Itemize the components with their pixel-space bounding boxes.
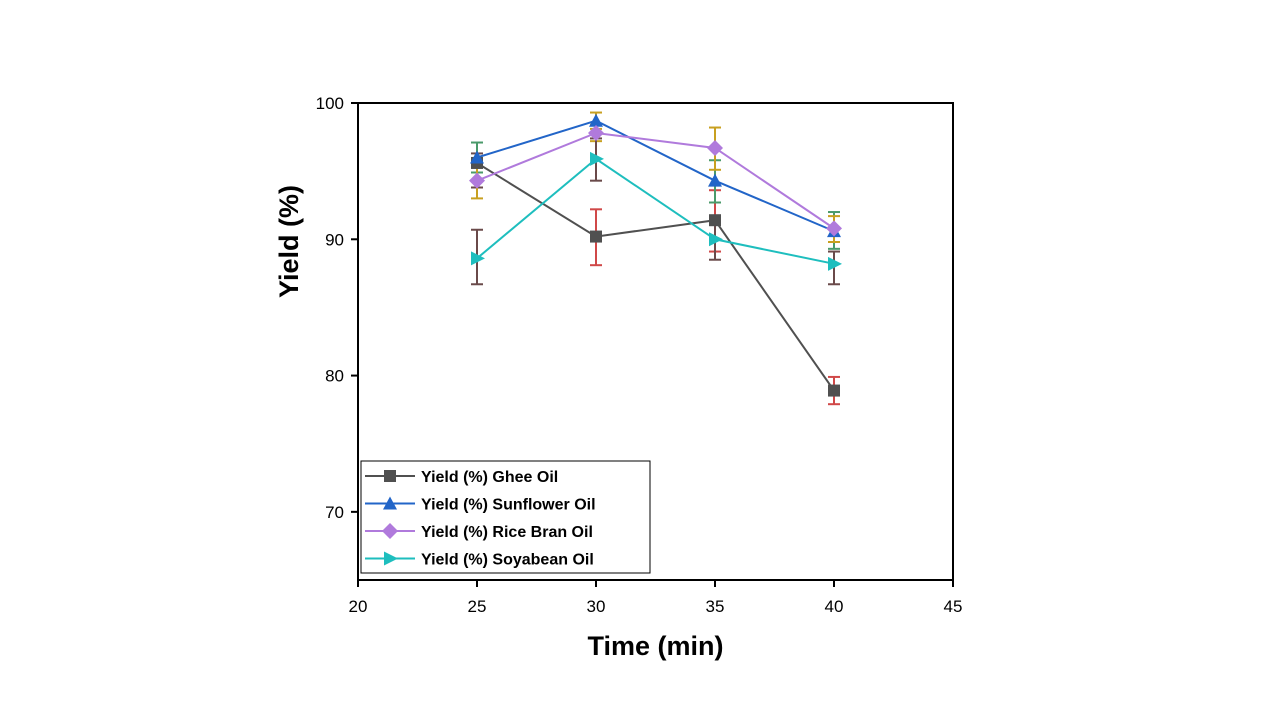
- data-point-yield-soyabean-oil: [590, 151, 604, 166]
- x-tick-label: 25: [468, 597, 487, 616]
- y-axis-title: Yield (%): [274, 185, 304, 298]
- data-point-yield-sunflower-oil: [470, 150, 484, 164]
- data-point-yield-rice-bran-oil: [707, 139, 723, 156]
- legend-label-yield-soyabean-oil: Yield (%) Soyabean Oil: [421, 552, 594, 569]
- x-axis-ticks: 20 25 30 35 40 45: [349, 580, 963, 616]
- data-point-yield-sunflower-oil: [589, 113, 603, 127]
- plot-frame: [357, 102, 954, 581]
- series-markers: [469, 113, 842, 397]
- legend-marker-yield-sunflower-oil: [383, 496, 397, 510]
- legend-marker-yield-rice-bran-oil: [382, 523, 398, 539]
- legend-marker-yield-soyabean-oil: [384, 551, 398, 566]
- legend-label-yield-rice-bran-oil: Yield (%) Rice Bran Oil: [421, 524, 593, 541]
- series-line-yield-ghee-oil: [476, 162, 835, 392]
- data-point-yield-soyabean-oil: [709, 232, 723, 247]
- series-lines: [476, 119, 835, 392]
- error-bars: [471, 111, 840, 406]
- x-tick-label: 35: [706, 597, 725, 616]
- legend-label-yield-ghee-oil: Yield (%) Ghee Oil: [421, 469, 558, 486]
- y-tick-label: 100: [316, 94, 344, 113]
- series-line-yield-rice-bran-oil: [476, 131, 835, 230]
- x-tick-label: 45: [944, 597, 963, 616]
- data-point-yield-sunflower-oil: [708, 173, 722, 187]
- x-tick-label: 20: [349, 597, 368, 616]
- x-tick-label: 30: [587, 597, 606, 616]
- x-axis-title: Time (min): [587, 631, 723, 661]
- series-line-yield-sunflower-oil: [476, 119, 835, 233]
- data-point-yield-ghee-oil: [709, 214, 721, 227]
- data-point-yield-rice-bran-oil: [826, 220, 842, 237]
- y-tick-label: 70: [325, 503, 344, 522]
- data-point-yield-soyabean-oil: [471, 251, 485, 266]
- legend: Yield (%) Ghee Oil Yield (%) Sunflower Oi…: [360, 460, 651, 574]
- data-point-yield-rice-bran-oil: [588, 124, 604, 141]
- legend-marker-yield-ghee-oil: [384, 470, 396, 482]
- legend-box: [360, 460, 651, 574]
- y-tick-label: 80: [325, 367, 344, 386]
- y-axis-ticks: 70 80 90 100: [316, 94, 358, 522]
- data-point-yield-soyabean-oil: [828, 256, 842, 271]
- data-point-yield-ghee-oil: [590, 230, 602, 243]
- legend-label-yield-sunflower-oil: Yield (%) Sunflower Oil: [421, 497, 596, 514]
- x-tick-label: 40: [825, 597, 844, 616]
- data-point-yield-ghee-oil: [828, 384, 840, 397]
- y-tick-label: 90: [325, 230, 344, 249]
- data-point-yield-rice-bran-oil: [469, 172, 485, 189]
- series-line-yield-soyabean-oil: [476, 157, 835, 265]
